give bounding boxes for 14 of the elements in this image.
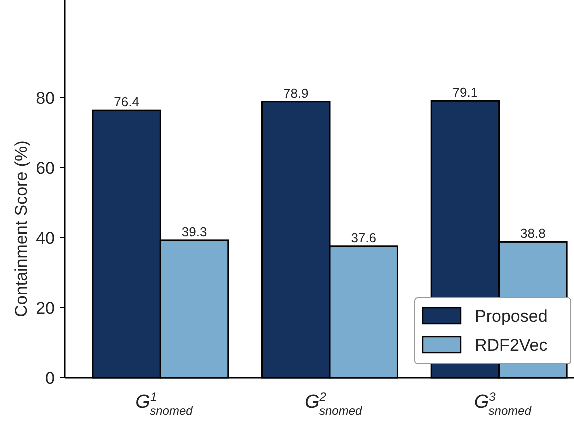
data-label: 79.1 xyxy=(452,85,478,100)
data-label: 39.3 xyxy=(182,224,208,240)
legend-label: Proposed xyxy=(475,306,548,326)
data-label: 76.4 xyxy=(114,94,140,110)
y-axis-title: Containment Score (%) xyxy=(12,140,31,318)
data-label: 37.6 xyxy=(351,230,377,246)
data-label: 78.9 xyxy=(283,86,309,101)
y-tick-label: 40 xyxy=(36,228,55,248)
legend-label: RDF2Vec xyxy=(475,336,548,355)
y-tick-label: 20 xyxy=(36,298,55,318)
data-label: 38.8 xyxy=(520,226,546,242)
y-tick-label: 0 xyxy=(46,368,55,388)
y-tick-label: 80 xyxy=(36,88,55,108)
y-tick-label: 60 xyxy=(36,158,55,178)
